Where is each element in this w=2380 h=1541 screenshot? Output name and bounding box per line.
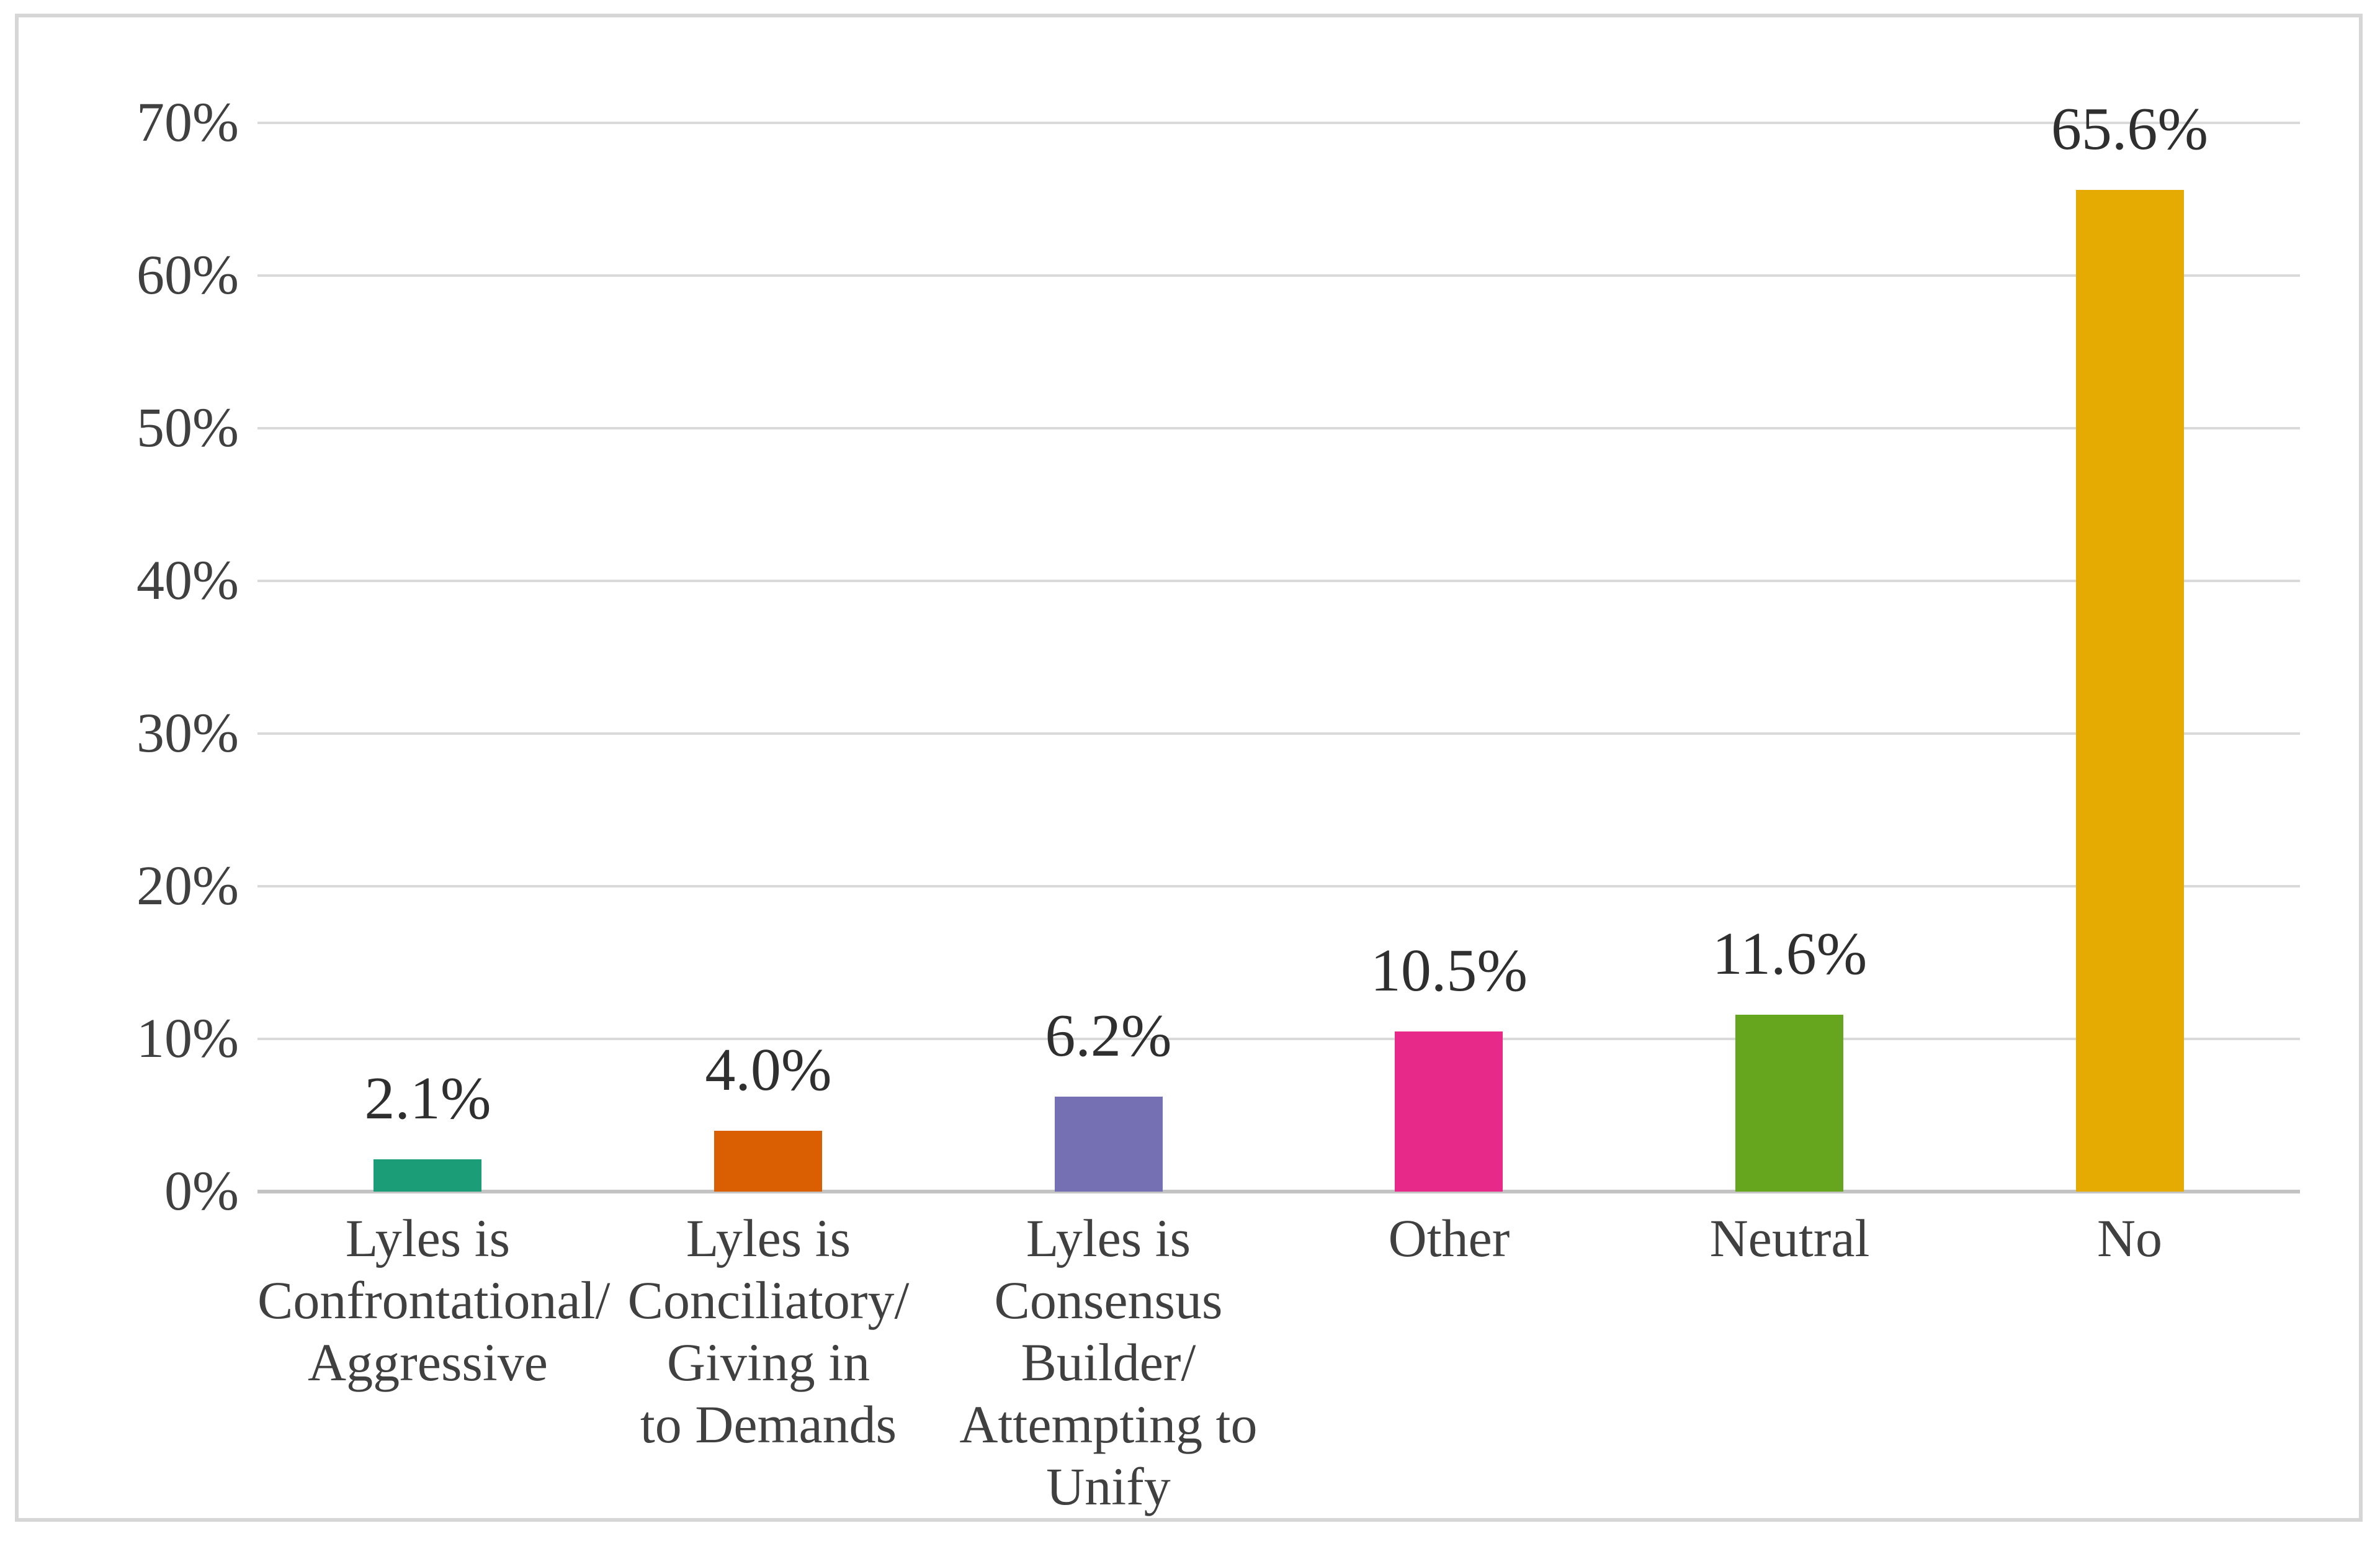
y-tick-label: 20% (136, 855, 239, 917)
plot-area: 2.1% 4.0% 6.2% 10.5% 11.6% 65.6% (257, 96, 2300, 1193)
category-label: Lyles is Consensus Builder/ Attempting t… (959, 1208, 1258, 1516)
y-tick-label: 40% (136, 550, 239, 611)
bar (2076, 190, 2184, 1192)
bar-value-label: 10.5% (1370, 937, 1528, 1004)
bar (1055, 1097, 1163, 1192)
category-label: Neutral (1709, 1208, 1870, 1268)
x-axis-line (257, 1190, 2300, 1193)
gridline (257, 1038, 2300, 1040)
gridline (257, 885, 2300, 887)
bar-value-label: 4.0% (705, 1036, 832, 1103)
gridline (257, 274, 2300, 277)
gridline (257, 122, 2300, 124)
category-label: Other (1388, 1208, 1510, 1268)
bar (1735, 1015, 1843, 1192)
chart-frame: 2.1% 4.0% 6.2% 10.5% 11.6% 65.6% 70% 60% 50% 40%… (15, 14, 2363, 1522)
y-tick-label: 10% (136, 1008, 239, 1069)
y-tick-label: 60% (136, 245, 239, 306)
bar (714, 1131, 822, 1192)
bar-value-label: 65.6% (2051, 96, 2209, 163)
y-tick-label: 30% (136, 703, 239, 764)
gridline (257, 732, 2300, 735)
bar-value-label: 2.1% (364, 1065, 491, 1132)
gridline (257, 427, 2300, 429)
y-tick-label: 0% (164, 1161, 239, 1222)
bar-value-label: 6.2% (1045, 1002, 1172, 1069)
y-tick-label: 50% (136, 397, 239, 459)
y-tick-label: 70% (136, 92, 239, 153)
bar-value-label: 11.6% (1712, 920, 1868, 987)
category-label: Lyles is Confrontational/ Aggressive (257, 1208, 611, 1392)
category-label: Lyles is Conciliatory/ Giving in to Dema… (627, 1208, 910, 1454)
category-label: No (2096, 1208, 2163, 1268)
gridline (257, 580, 2300, 582)
bar (1395, 1031, 1503, 1192)
bar (374, 1159, 481, 1192)
